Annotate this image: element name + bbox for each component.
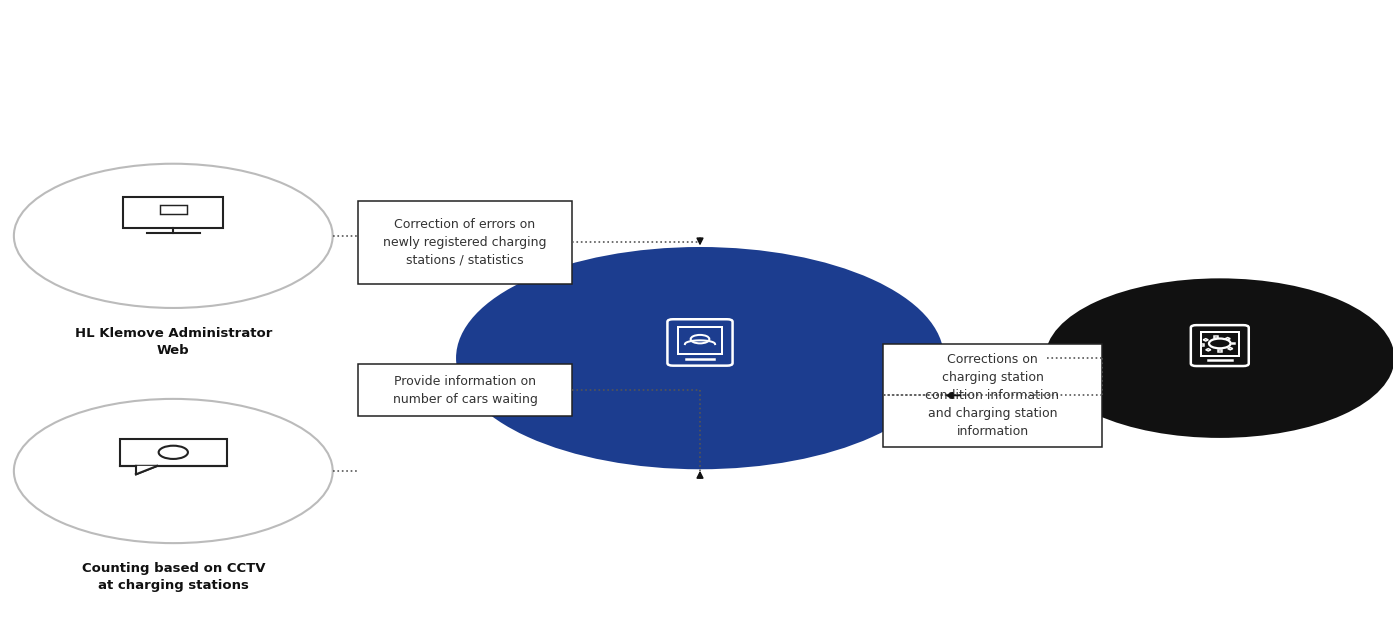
Bar [1201,344,1204,346]
Bar [1214,337,1218,338]
Text: HL Klemove Administrator
Web: HL Klemove Administrator Web [74,327,272,357]
Bar [357,201,573,284]
Bar [883,344,1102,447]
Circle shape [458,248,942,468]
Bar [160,205,186,214]
Circle shape [14,399,333,543]
Bar [357,364,573,416]
Text: User App: User App [661,472,739,487]
Bar [1232,343,1235,344]
Text: Charging Station
Manager App: Charging Station Manager App [1156,449,1284,479]
Bar [1203,338,1208,341]
Circle shape [1047,279,1393,437]
Circle shape [14,163,333,308]
Text: Corrections on
charging station
condition information
and charging station
infor: Corrections on charging station conditio… [925,353,1060,438]
Bar [679,328,721,354]
Bar [1228,347,1233,350]
Bar [120,439,227,466]
Bar [1218,351,1222,352]
Text: Provide information on
number of cars waiting: Provide information on number of cars wa… [392,374,538,406]
Bar [1201,333,1239,356]
Text: Counting based on CCTV
at charging stations: Counting based on CCTV at charging stati… [81,562,265,592]
Bar [1205,349,1211,351]
Polygon shape [136,466,157,474]
Text: Correction of errors on
newly registered charging
stations / statistics: Correction of errors on newly registered… [384,218,547,267]
Bar [1225,338,1231,340]
